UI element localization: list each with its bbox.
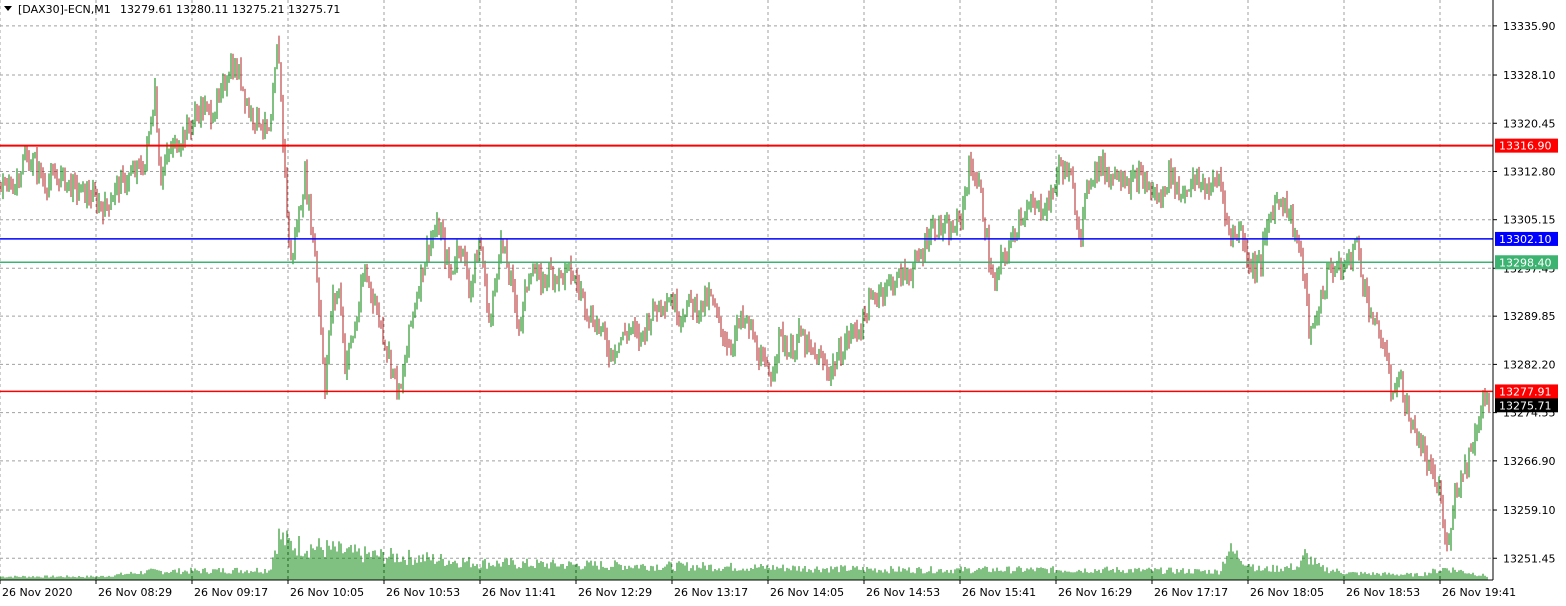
triangle-down-icon[interactable] xyxy=(4,6,12,11)
chart-header: [DAX30]-ECN,M1 13279.61 13280.11 13275.2… xyxy=(4,3,340,16)
line-price-tag-box xyxy=(1495,138,1558,153)
time-axis: 26 Nov 2020 26 Nov 08:29 26 Nov 09:17 26 No… xyxy=(0,580,1516,599)
time-tick-label: 26 Nov 17:17 xyxy=(1154,586,1228,599)
price-tick-label: 13328.10 xyxy=(1503,69,1556,82)
line-price-tag-box xyxy=(1495,231,1558,246)
price-tick-label: 13320.45 xyxy=(1503,117,1556,130)
symbol-label: [DAX30]-ECN,M1 xyxy=(18,3,111,16)
current-price-tag-box xyxy=(1495,398,1558,413)
price-tick-label: 13259.10 xyxy=(1503,504,1556,517)
line-price-tag-box xyxy=(1495,255,1558,270)
time-tick-label: 26 Nov 2020 xyxy=(2,586,72,599)
price-tick-label: 13266.90 xyxy=(1503,455,1556,468)
price-tick-label: 13335.90 xyxy=(1503,20,1556,33)
time-tick-label: 26 Nov 13:17 xyxy=(674,586,748,599)
horizontal-lines[interactable] xyxy=(0,144,1493,393)
time-tick-label: 26 Nov 09:17 xyxy=(194,586,268,599)
time-tick-label: 26 Nov 11:41 xyxy=(482,586,556,599)
price-tick-label: 13305.15 xyxy=(1503,214,1556,227)
line-price-tag-box xyxy=(1495,384,1558,399)
price-series xyxy=(0,35,1490,552)
volume-bars xyxy=(0,528,1488,580)
ohlc-label: 13279.61 13280.11 13275.21 13275.71 xyxy=(120,3,340,16)
price-tick-label: 13251.45 xyxy=(1503,552,1556,565)
time-tick-label: 26 Nov 18:05 xyxy=(1250,586,1324,599)
price-tick-label: 13312.80 xyxy=(1503,165,1556,178)
price-tick-label: 13282.20 xyxy=(1503,358,1556,371)
time-tick-label: 26 Nov 19:41 xyxy=(1442,586,1516,599)
time-tick-label: 26 Nov 15:41 xyxy=(962,586,1036,599)
current-price-tag-label: 13275.71 xyxy=(1499,399,1552,412)
time-tick-label: 26 Nov 12:29 xyxy=(578,586,652,599)
line-price-tag-label: 13316.90 xyxy=(1499,140,1552,153)
grid xyxy=(0,0,1493,580)
time-tick-label: 26 Nov 14:05 xyxy=(770,586,844,599)
line-price-tag-label: 13277.91 xyxy=(1499,385,1552,398)
time-tick-label: 26 Nov 18:53 xyxy=(1346,586,1420,599)
time-tick-label: 26 Nov 10:05 xyxy=(290,586,364,599)
time-tick-label: 26 Nov 08:29 xyxy=(98,586,172,599)
time-tick-label: 26 Nov 10:53 xyxy=(386,586,460,599)
price-tick-label: 13289.85 xyxy=(1503,310,1556,323)
line-price-tag-label: 13302.10 xyxy=(1499,233,1552,246)
time-tick-label: 26 Nov 14:53 xyxy=(866,586,940,599)
line-price-tag-label: 13298.40 xyxy=(1499,256,1552,269)
time-tick-label: 26 Nov 16:29 xyxy=(1058,586,1132,599)
